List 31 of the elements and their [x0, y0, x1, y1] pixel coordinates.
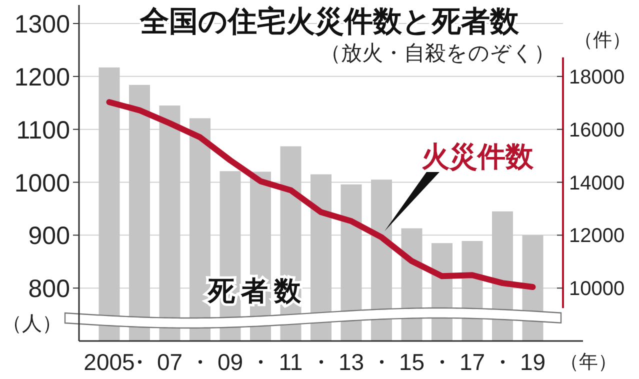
y2-tick-label: 10000: [569, 278, 625, 300]
y2-tick-label: 16000: [569, 119, 625, 142]
x-tick-label: 13: [338, 349, 364, 375]
y2-axis-title: （件）: [574, 30, 631, 51]
series-label: 死者数: [207, 276, 307, 306]
x-tick-label: 19: [520, 349, 546, 375]
y-axis-title: （人）: [2, 313, 62, 335]
text: 火災件数: [422, 141, 534, 172]
y-tick-label: 1300: [14, 10, 70, 39]
y-tick-label: 900: [28, 222, 70, 250]
chart-title: 全国の住宅火災件数と死者数: [139, 5, 520, 38]
y-tick-label: 1200: [14, 63, 70, 92]
x-tick-label: ・: [491, 349, 514, 375]
x-tick-label: ・: [310, 349, 332, 375]
y-tick-label: 1000: [14, 169, 70, 198]
y-tick-label: 800: [28, 275, 70, 304]
text: （放火・自殺をのぞく）: [320, 42, 555, 65]
x-tick-label: 09: [217, 349, 244, 375]
y2-tick-label: 12000: [569, 225, 625, 248]
y-tick-label: 1100: [16, 116, 70, 144]
x-tick-label: ・: [188, 349, 212, 375]
x-tick-label: ・: [370, 349, 393, 375]
y2-tick-label: 18000: [569, 66, 625, 88]
x-axis-title: （年）: [560, 352, 617, 373]
y2-tick-label: 14000: [569, 172, 625, 194]
x-tick-label: ・: [430, 349, 454, 375]
x-tick-label: 07: [156, 349, 183, 375]
x-tick-label: 11: [278, 349, 303, 375]
x-tick-label: 17: [459, 349, 486, 375]
x-tick-label: ・: [249, 349, 272, 375]
x-tick-label: 15: [398, 349, 425, 375]
